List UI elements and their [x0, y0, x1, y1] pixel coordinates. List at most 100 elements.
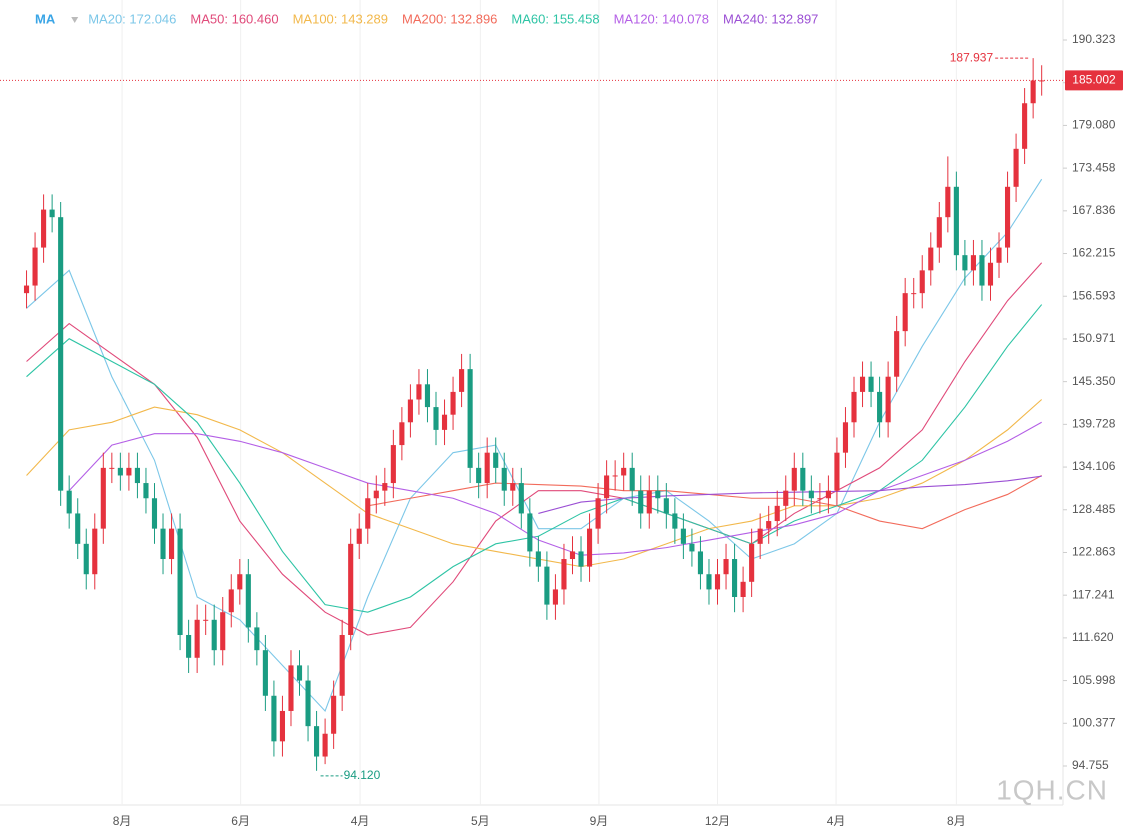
candle-body: [689, 543, 695, 552]
legend-dropdown: [71, 17, 79, 23]
candle-body: [766, 521, 772, 529]
candle-body: [66, 490, 72, 514]
candle-body: [450, 391, 456, 415]
candle-body: [851, 391, 857, 423]
candle-body: [595, 498, 601, 529]
x-tick-label: 6月: [231, 814, 250, 827]
candle-body: [314, 726, 320, 757]
candle-body: [459, 369, 465, 392]
candle-body: [928, 247, 934, 271]
candle-body: [186, 634, 192, 658]
legend-entry: MA50: 160.460: [190, 11, 278, 26]
candle-body: [697, 551, 704, 575]
candle-body: [467, 369, 473, 468]
candle-body: [800, 467, 806, 491]
candle-body: [714, 574, 721, 590]
candle-body: [134, 467, 140, 484]
x-tick-label: 4月: [351, 814, 370, 827]
candle-body: [1022, 103, 1028, 149]
candle-body: [143, 483, 149, 499]
candle-body: [100, 467, 106, 529]
y-tick-label: 111.620: [1072, 630, 1114, 644]
candle-body: [544, 566, 550, 605]
candle-body: [783, 490, 789, 506]
candle-body: [791, 467, 797, 491]
candle-body: [23, 285, 30, 294]
candle-body: [663, 498, 669, 514]
candle-body: [902, 293, 908, 332]
legend-entry: MA20: 172.046: [88, 11, 176, 26]
candle-body: [331, 695, 337, 734]
candle-body: [638, 490, 644, 514]
candle-body: [49, 209, 55, 218]
candle-body: [476, 467, 482, 484]
candle-body: [58, 217, 64, 491]
y-tick-label: 190.323: [1072, 32, 1116, 46]
candle-body: [919, 270, 925, 294]
candle-body: [740, 581, 746, 598]
candle-body: [834, 452, 840, 491]
max-marker-label: 187.937: [950, 50, 994, 64]
candle-body: [228, 589, 234, 613]
y-tick-label: 162.215: [1072, 246, 1116, 260]
y-tick-label: 105.998: [1072, 673, 1116, 687]
x-tick-label: 12月: [705, 814, 730, 827]
candle-body: [774, 505, 780, 522]
y-tick-label: 173.458: [1072, 160, 1116, 174]
candle-body: [561, 559, 567, 590]
candle-body: [237, 574, 243, 590]
candle-body: [433, 407, 439, 430]
candle-body: [970, 255, 976, 271]
candle-body: [160, 528, 166, 560]
candle-body: [621, 467, 627, 476]
candle-body: [424, 384, 431, 408]
candle-body: [510, 483, 516, 491]
x-tick-label: 8月: [113, 814, 132, 827]
ma-line: [68, 421, 1042, 556]
candle-body: [407, 399, 413, 423]
y-tick-label: 134.106: [1072, 459, 1116, 473]
candle-body: [126, 467, 132, 476]
candle-body: [416, 384, 422, 400]
candle-body: [1030, 80, 1036, 104]
x-tick-label: 9月: [590, 814, 609, 827]
candle-body: [672, 513, 678, 529]
y-tick-label: 117.241: [1072, 587, 1115, 601]
candle-body: [962, 255, 968, 271]
candle-body: [92, 528, 98, 575]
candle-body: [279, 710, 286, 742]
y-tick-label: 100.377: [1072, 715, 1116, 729]
candle-body: [877, 391, 883, 423]
candle-body: [604, 475, 610, 499]
legend-title: MA: [35, 11, 56, 26]
candle-body: [83, 543, 89, 575]
candle-body: [706, 574, 712, 590]
candle-body: [894, 331, 900, 377]
candle-body: [586, 528, 593, 567]
candle-body: [757, 528, 763, 544]
candle-body: [305, 680, 311, 727]
candle-body: [194, 619, 200, 658]
candle-body: [177, 528, 183, 635]
candle-body: [945, 186, 951, 218]
legend-entry: MA60: 155.458: [511, 11, 599, 26]
candle-body: [356, 528, 362, 544]
candle-body: [936, 217, 942, 248]
candle-body: [911, 293, 917, 295]
candle-body: [220, 612, 226, 651]
y-tick-label: 122.863: [1072, 545, 1116, 559]
candle-body: [296, 665, 303, 681]
candle-body: [339, 634, 345, 696]
candle-body: [732, 559, 738, 598]
candle-body: [842, 422, 849, 453]
y-tick-label: 179.080: [1072, 118, 1116, 132]
y-tick-label: 94.755: [1072, 758, 1109, 772]
candle-body: [441, 414, 448, 430]
candle-body: [254, 627, 260, 651]
candle-body: [868, 376, 874, 392]
candle-body: [382, 483, 388, 491]
candle-body: [390, 445, 396, 484]
watermark: 1QH.CN: [996, 774, 1108, 805]
candle-body: [41, 209, 47, 248]
